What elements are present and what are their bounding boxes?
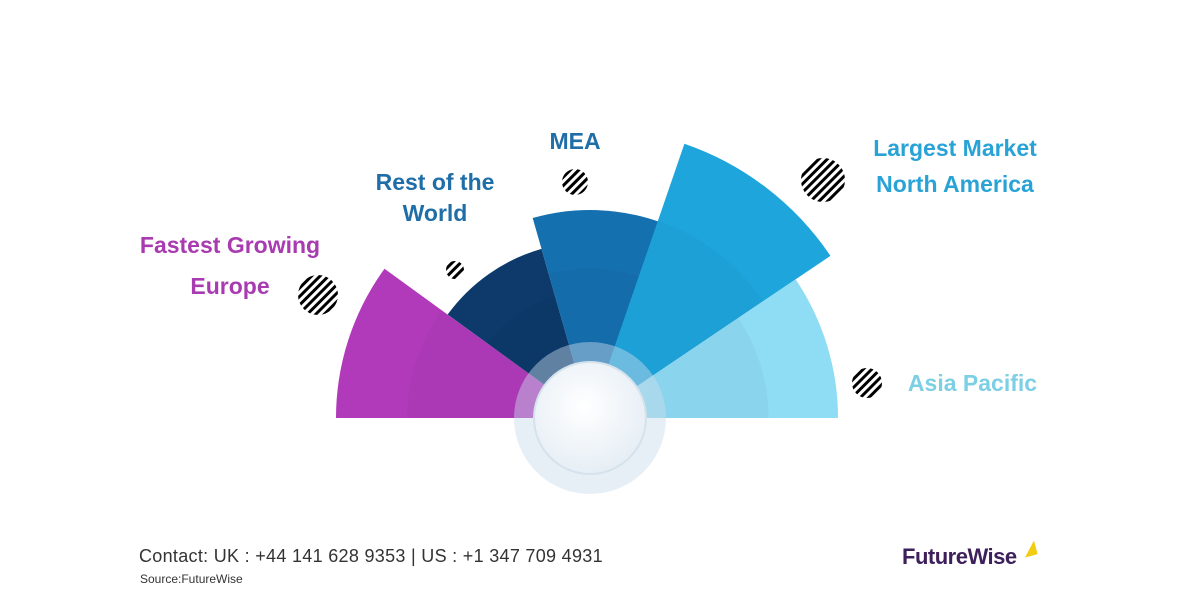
futurewise-logo: FutureWise <box>902 544 1017 569</box>
sector-europe <box>336 268 590 418</box>
label-row-line2: World <box>402 200 468 226</box>
striped-dot-asia-pacific-icon <box>852 368 882 398</box>
striped-dot-rest-of-world-icon <box>446 261 464 279</box>
label-mea: MEA <box>520 126 630 157</box>
label-europe-line2: Europe <box>190 273 270 299</box>
sector-asia-pacific <box>590 279 838 418</box>
label-mea-line1: MEA <box>549 128 601 154</box>
striped-dot-north-america-icon <box>801 158 845 202</box>
sector-mea <box>532 209 662 418</box>
label-rest-of-world: Rest of the World <box>350 167 520 229</box>
label-row-line1: Rest of the <box>375 169 495 195</box>
label-europe-line1: Fastest Growing <box>139 232 321 258</box>
contact-info: Contact: UK : +44 141 628 9353 | US : +1… <box>139 546 603 566</box>
label-europe: Fastest Growing Europe <box>120 230 340 302</box>
source-note: Source:FutureWise <box>140 572 243 586</box>
striped-dot-europe-icon <box>298 275 338 315</box>
label-asia-pacific: Asia Pacific <box>895 368 1050 399</box>
label-na-line1: Largest Market <box>873 135 1037 161</box>
sector-north-america <box>590 143 831 418</box>
label-north-america: Largest Market North America <box>850 133 1060 200</box>
label-apac-line1: Asia Pacific <box>907 370 1038 396</box>
label-na-line2: North America <box>876 171 1034 197</box>
striped-dot-mea-icon <box>562 169 588 195</box>
hub-center <box>533 361 647 475</box>
